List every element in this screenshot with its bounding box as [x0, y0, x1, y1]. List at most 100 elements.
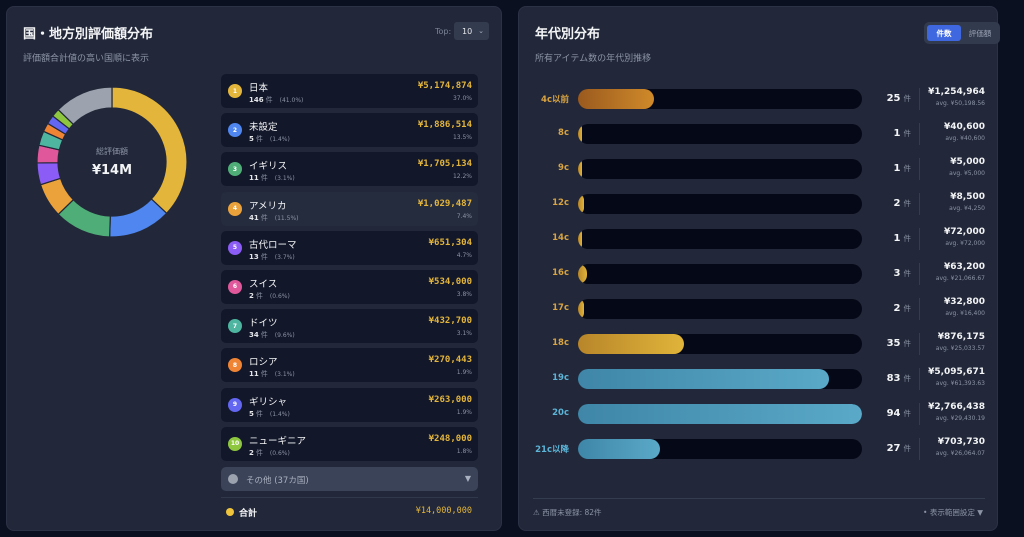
country-row[interactable]: 7 ドイツ 34 件 (9.6%) ¥432,700 3.1%: [221, 309, 478, 344]
country-name: ニューギニア: [249, 435, 307, 447]
era-bar-fill: [578, 404, 862, 424]
rank-badge: 10: [228, 436, 242, 451]
era-average: avg. ¥5,000: [949, 170, 985, 177]
country-amount: ¥248,000: [428, 433, 472, 444]
rank-badge: 4: [228, 201, 242, 216]
era-average: avg. ¥21,066.67: [935, 275, 985, 282]
era-row[interactable]: 20c 94 件 ¥2,766,438 avg. ¥29,430.19: [519, 402, 999, 425]
era-row[interactable]: 17c 2 件 ¥32,800 avg. ¥16,400: [519, 297, 999, 320]
divider: [919, 438, 920, 460]
era-bar-track: [578, 194, 862, 214]
country-row[interactable]: 6 スイス 2 件 (0.6%) ¥534,000 3.8%: [221, 269, 478, 304]
era-row[interactable]: 14c 1 件 ¥72,000 avg. ¥72,000: [519, 227, 999, 250]
era-row[interactable]: 4c以前 25 件 ¥1,254,964 avg. ¥50,198.56: [519, 87, 999, 110]
donut-chart[interactable]: [36, 86, 188, 238]
country-row[interactable]: 5 古代ローマ 13 件 (3.7%) ¥651,304 4.7%: [221, 230, 478, 265]
item-count: 2 件 (0.6%): [249, 291, 290, 300]
country-distribution-panel: 国・地方別評価額分布 評価額合計値の高い国順に表示 Top: 10 ⌄ 総評価額…: [6, 6, 502, 531]
country-share: 1.9%: [456, 408, 472, 416]
item-count: 146 件 (41.0%): [249, 96, 304, 104]
country-share: 4.7%: [456, 251, 472, 259]
country-row[interactable]: 1 日本 146 件 (41.0%) ¥5,174,874 37.0%: [221, 74, 478, 108]
toggle-count[interactable]: 件数: [927, 25, 961, 41]
country-name: アメリカ: [249, 200, 287, 212]
era-bar-track: [578, 369, 862, 389]
era-bar-fill: [578, 89, 654, 109]
top-count-select[interactable]: 10 ⌄: [454, 22, 489, 40]
rank-badge: 9: [228, 397, 242, 412]
country-row[interactable]: 10 ニューギニア 2 件 (0.6%) ¥248,000 1.8%: [221, 426, 478, 461]
era-average: avg. ¥50,198.56: [935, 100, 985, 107]
country-row[interactable]: 3 イギリス 11 件 (3.1%) ¥1,705,134 12.2%: [221, 152, 478, 187]
top-count-value: 10: [462, 26, 473, 36]
display-range-settings-button[interactable]: • 表示範囲設定 ▼: [923, 508, 983, 517]
item-count: 2 件 (0.6%): [249, 448, 290, 457]
panel-title: 国・地方別評価額分布: [23, 27, 154, 42]
era-label: 18c: [552, 338, 569, 348]
country-name: ロシア: [249, 357, 278, 369]
era-bar-fill: [578, 229, 582, 249]
era-label: 21c以降: [535, 445, 569, 455]
country-row[interactable]: 9 ギリシャ 5 件 (1.4%) ¥263,000 1.9%: [221, 387, 478, 422]
unregistered-era-warning: ⚠ 西暦未登録: 82件: [533, 508, 602, 517]
divider: [919, 123, 920, 145]
item-count: 11 件 (3.1%): [249, 370, 295, 379]
total-color-dot: [226, 508, 234, 516]
country-row[interactable]: 2 未設定 5 件 (1.4%) ¥1,886,514 13.5%: [221, 113, 478, 148]
country-share: 37.0%: [452, 95, 472, 102]
country-share: 7.4%: [456, 212, 472, 220]
item-count: 11 件 (3.1%): [249, 174, 295, 183]
era-bar-fill: [578, 299, 584, 319]
item-count: 41 件 (11.5%): [249, 213, 299, 222]
era-bar-track: [578, 439, 862, 459]
rank-badge: 2: [228, 123, 242, 138]
rank-badge: 8: [228, 358, 242, 373]
era-bar-track: [578, 264, 862, 284]
country-name: 未設定: [249, 122, 278, 134]
country-amount: ¥534,000: [428, 276, 472, 287]
era-average: avg. ¥40,600: [945, 135, 985, 142]
others-color-dot: [228, 474, 238, 484]
country-share: 1.8%: [456, 447, 472, 455]
rank-badge: 5: [228, 240, 242, 255]
era-bar-track: [578, 229, 862, 249]
total-row: 合計 ¥14,000,000: [221, 504, 478, 520]
country-row[interactable]: 8 ロシア 11 件 (3.1%) ¥270,443 1.9%: [221, 348, 478, 383]
country-name: ギリシャ: [249, 396, 288, 408]
era-row[interactable]: 8c 1 件 ¥40,600 avg. ¥40,600: [519, 122, 999, 145]
toggle-value[interactable]: 評価額: [968, 28, 992, 38]
era-row[interactable]: 18c 35 件 ¥876,175 avg. ¥25,033.57: [519, 332, 999, 355]
era-amount: ¥72,000: [944, 227, 985, 237]
era-bar-fill: [578, 439, 660, 459]
donut-segment[interactable]: [57, 86, 113, 126]
era-row[interactable]: 9c 1 件 ¥5,000 avg. ¥5,000: [519, 157, 999, 180]
era-amount: ¥63,200: [944, 262, 985, 272]
era-row[interactable]: 19c 83 件 ¥5,095,671 avg. ¥61,393.63: [519, 367, 999, 390]
era-row[interactable]: 16c 3 件 ¥63,200 avg. ¥21,066.67: [519, 262, 999, 285]
rank-badge: 3: [228, 162, 242, 177]
era-label: 20c: [552, 408, 569, 418]
country-row[interactable]: 4 アメリカ 41 件 (11.5%) ¥1,029,487 7.4%: [221, 191, 478, 226]
item-count: 5 件 (1.4%): [249, 135, 290, 144]
panel-title: 年代別分布: [535, 27, 601, 42]
country-amount: ¥5,174,874: [417, 81, 472, 91]
country-amount: ¥270,443: [428, 355, 472, 366]
era-row[interactable]: 12c 2 件 ¥8,500 avg. ¥4,250: [519, 192, 999, 215]
era-amount: ¥1,254,964: [928, 87, 985, 97]
era-count: 35 件: [886, 338, 911, 349]
era-label: 14c: [552, 233, 569, 243]
others-expander[interactable]: その他 (37カ国) ▼: [221, 467, 478, 491]
country-name: スイス: [249, 278, 278, 290]
donut-center-label: 総評価額: [96, 147, 128, 156]
country-name: イギリス: [249, 161, 288, 173]
chevron-down-icon: ⌄: [478, 27, 484, 35]
rank-badge: 6: [228, 279, 242, 294]
country-amount: ¥1,705,134: [417, 159, 472, 170]
era-row[interactable]: 21c以降 27 件 ¥703,730 avg. ¥26,064.07: [519, 437, 999, 460]
item-count: 34 件 (9.6%): [249, 331, 295, 340]
era-bar-track: [578, 334, 862, 354]
divider: [221, 497, 478, 498]
